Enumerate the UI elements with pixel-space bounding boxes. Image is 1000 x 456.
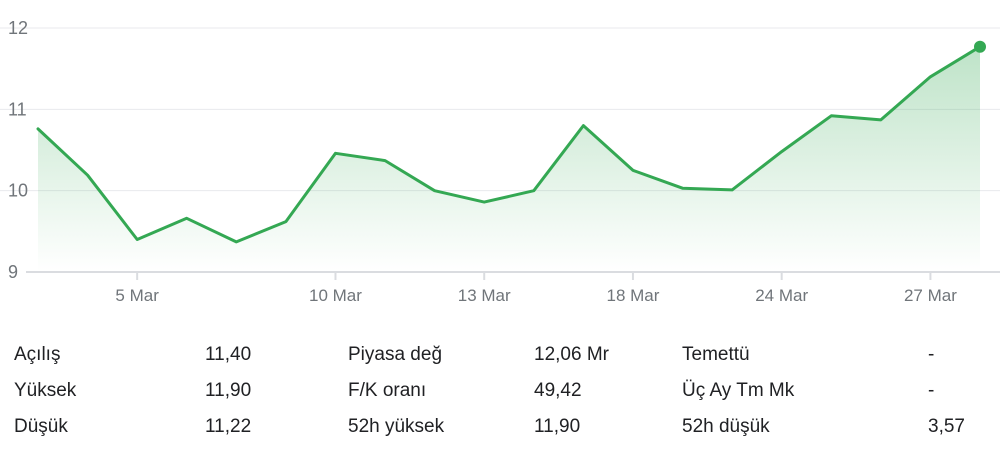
data-point: [233, 239, 239, 245]
last-price-point: [974, 40, 986, 53]
data-point: [779, 149, 785, 155]
data-point: [85, 172, 91, 178]
data-point: [828, 113, 834, 119]
x-tick-label: 18 Mar: [606, 286, 659, 305]
data-point: [531, 188, 537, 194]
stat-value-market-cap: 12,06 Mr: [534, 344, 609, 365]
data-point: [927, 74, 933, 80]
y-tick-label: 9: [8, 262, 18, 282]
stat-label-low: Düşük: [14, 416, 68, 437]
x-tick-label: 10 Mar: [309, 286, 362, 305]
stat-value-pe-ratio: 49,42: [534, 380, 582, 401]
stat-value-high: 11,90: [205, 380, 252, 401]
data-point: [878, 117, 884, 123]
data-point: [382, 158, 388, 164]
stat-label-dividend: Temettü: [682, 344, 750, 365]
y-tick-label: 12: [8, 18, 28, 38]
stat-value-52w-low: 3,57: [928, 416, 965, 437]
stat-label-52w-low: 52h düşük: [682, 416, 770, 437]
stat-value-open: 11,40: [205, 344, 252, 365]
area-fill: [38, 46, 980, 273]
data-point: [580, 123, 586, 129]
price-line: [36, 45, 982, 244]
x-tick-label: 27 Mar: [904, 286, 957, 305]
data-point: [35, 126, 41, 132]
x-tick-label: 5 Mar: [115, 286, 159, 305]
stat-value-low: 11,22: [205, 416, 252, 437]
data-point: [184, 215, 190, 221]
price-line-series: [36, 45, 982, 244]
stat-label-high: Yüksek: [14, 380, 77, 401]
x-tick-label: 13 Mar: [458, 286, 511, 305]
stat-label-open: Açılış: [14, 344, 61, 365]
data-points: [35, 40, 986, 245]
data-point: [332, 150, 338, 156]
data-point: [283, 219, 289, 225]
price-chart[interactable]: 9 10 11 12 5 Mar 10 Mar 13 Mar 18 Mar 24 Mar 27 …: [0, 0, 1000, 320]
stat-label-quarterly-div: Üç Ay Tm Mk: [682, 380, 795, 401]
stat-label-market-cap: Piyasa değ: [348, 344, 443, 365]
x-tick-label: 24 Mar: [755, 286, 808, 305]
y-tick-label: 10: [8, 181, 28, 201]
stat-value-52w-high: 11,90: [534, 416, 581, 437]
x-axis: [26, 271, 1000, 280]
data-point: [630, 167, 636, 173]
y-tick-label: 11: [8, 99, 27, 119]
data-point: [729, 187, 735, 193]
data-point: [432, 188, 438, 194]
stat-label-52w-high: 52h yüksek: [348, 416, 445, 437]
x-tick-labels: 5 Mar 10 Mar 13 Mar 18 Mar 24 Mar 27 Mar: [115, 286, 957, 305]
stat-label-pe-ratio: F/K oranı: [348, 380, 427, 401]
data-point: [481, 199, 487, 205]
data-point: [134, 236, 140, 242]
data-point: [680, 185, 686, 191]
y-axis: 9 10 11 12: [8, 18, 28, 282]
stat-value-quarterly-div: -: [928, 380, 935, 401]
stats-table: Açılış 11,40 Piyasa değ 12,06 Mr Temettü…: [0, 336, 1000, 446]
area-fill-path: [38, 46, 980, 273]
stat-value-dividend: -: [928, 344, 935, 365]
